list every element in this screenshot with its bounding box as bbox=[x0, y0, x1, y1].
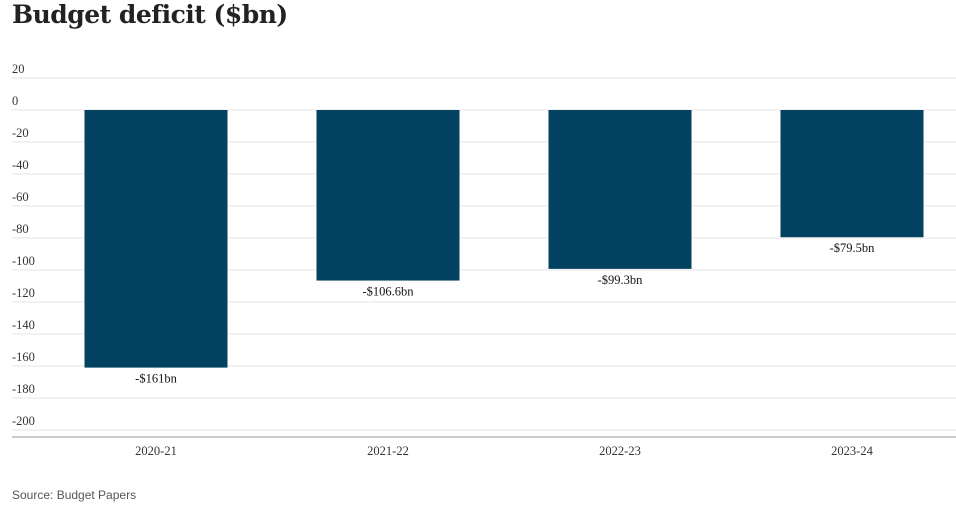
bars bbox=[84, 110, 924, 368]
data-label: -$161bn bbox=[135, 372, 177, 386]
y-axis-tick-labels: 20 0 -20 -40 -60 -80 -100 -120 -140 -160 -180 -200 bbox=[12, 62, 35, 428]
y-tick-label: -60 bbox=[12, 190, 29, 204]
y-tick-label: -20 bbox=[12, 126, 29, 140]
y-tick-label: -160 bbox=[12, 350, 35, 364]
y-tick-label: -80 bbox=[12, 222, 29, 236]
bar-chart: 200-20-40-60-80-100-120-140-160-180-200 … bbox=[12, 62, 956, 458]
y-tick-label: -140 bbox=[12, 318, 35, 332]
bar bbox=[84, 110, 228, 368]
bar bbox=[316, 110, 460, 281]
bar bbox=[780, 110, 924, 238]
chart-title: Budget deficit ($bn) bbox=[12, 0, 288, 29]
x-axis-category-labels: 2020-21 2021-22 2022-23 2023-24 bbox=[135, 444, 873, 458]
x-tick-label: 2021-22 bbox=[367, 444, 409, 458]
y-tick-label: -180 bbox=[12, 382, 35, 396]
data-label: -$106.6bn bbox=[362, 285, 414, 299]
y-tick-label: 20 bbox=[12, 62, 25, 76]
source-note: Source: Budget Papers bbox=[12, 488, 137, 502]
y-tick-label: -100 bbox=[12, 254, 35, 268]
x-tick-label: 2022-23 bbox=[599, 444, 641, 458]
data-label: -$99.3bn bbox=[598, 273, 644, 287]
y-tick-label: -40 bbox=[12, 158, 29, 172]
y-tick-label: -200 bbox=[12, 414, 35, 428]
data-labels: -$161bn -$106.6bn -$99.3bn -$79.5bn bbox=[135, 241, 875, 385]
bar bbox=[548, 110, 692, 269]
x-tick-label: 2023-24 bbox=[831, 444, 873, 458]
data-label: -$79.5bn bbox=[830, 241, 876, 255]
x-tick-label: 2020-21 bbox=[135, 444, 177, 458]
y-tick-label: 0 bbox=[12, 94, 18, 108]
y-tick-label: -120 bbox=[12, 286, 35, 300]
